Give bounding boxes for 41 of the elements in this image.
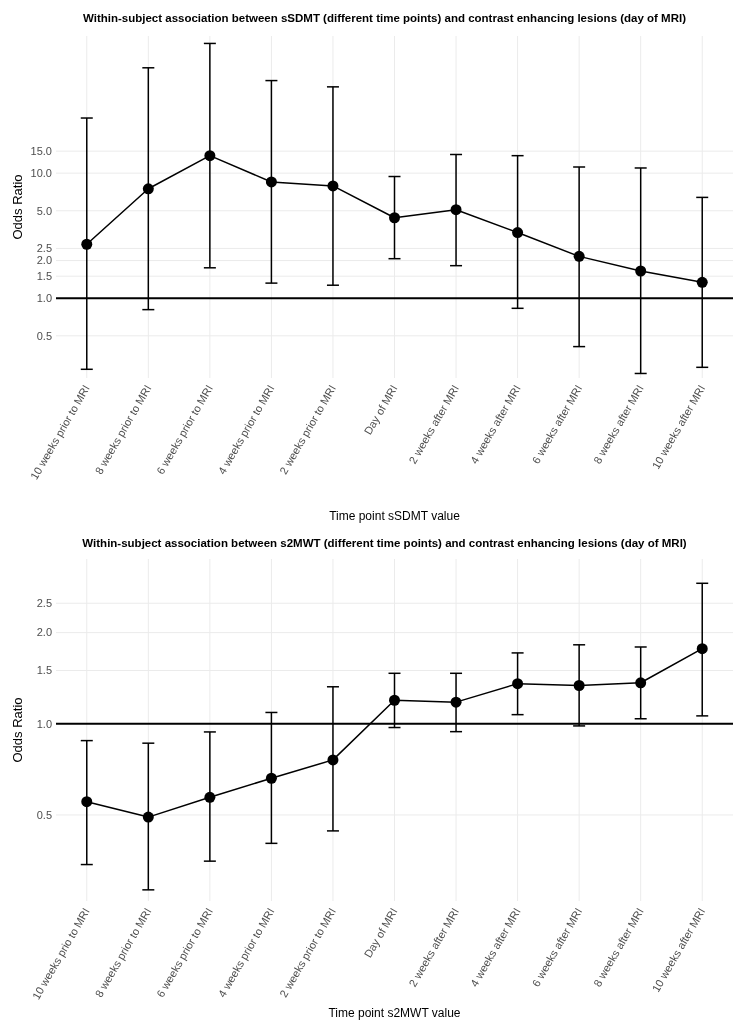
point	[142, 811, 154, 823]
y-tick-label: 10.0	[30, 167, 52, 179]
point	[81, 238, 93, 250]
point	[327, 754, 339, 766]
point	[327, 180, 339, 192]
y-axis-title: Odds Ratio	[10, 697, 25, 763]
point	[635, 265, 647, 277]
point	[204, 791, 216, 803]
point	[81, 796, 93, 808]
y-axis-title: Odds Ratio	[10, 174, 25, 240]
chart-title: Within-subject association between s2MWT (different time points) and contrast enhancing lesions (day of MRI)	[82, 537, 687, 549]
point	[635, 677, 647, 689]
y-tick-label: 2.0	[36, 626, 52, 639]
y-tick-label: 1.0	[36, 292, 52, 305]
point	[450, 696, 462, 708]
point	[573, 679, 585, 691]
x-axis-title: Time point sSDMT value	[329, 509, 461, 523]
point	[512, 227, 524, 239]
y-tick-label: 0.5	[36, 808, 52, 821]
y-tick-label: 1.5	[36, 664, 52, 677]
y-tick-label: 5.0	[36, 204, 52, 217]
point	[142, 183, 154, 195]
y-tick-label: 15.0	[30, 144, 52, 157]
y-tick-label: 1.0	[36, 717, 52, 730]
chart-title: Within-subject association between sSDMT (different time points) and contrast enhancing lesions (day of MRI)	[82, 12, 687, 24]
point	[696, 643, 708, 655]
y-tick-label: 0.5	[36, 329, 52, 342]
point	[450, 204, 462, 216]
point	[696, 276, 708, 288]
point	[573, 250, 585, 262]
y-tick-label: 2.5	[36, 597, 52, 610]
point	[389, 212, 400, 224]
y-tick-label: 1.5	[36, 270, 52, 283]
y-tick-label: 2.0	[36, 254, 52, 267]
point	[512, 678, 524, 690]
x-axis-title: Time point s2MWT value	[328, 1006, 461, 1020]
point	[204, 150, 216, 162]
y-tick-label: 2.5	[36, 242, 52, 255]
point	[265, 772, 277, 784]
point	[265, 176, 277, 188]
point	[389, 694, 400, 706]
